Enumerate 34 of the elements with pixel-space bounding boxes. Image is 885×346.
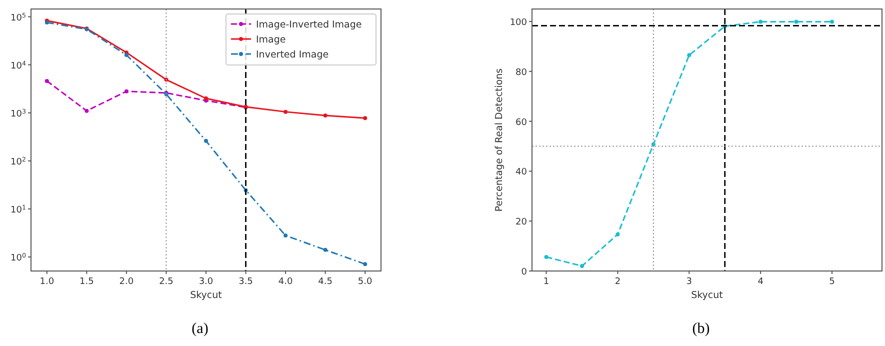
text: (a) (192, 321, 208, 337)
x-tick-label: 4.0 (278, 277, 293, 287)
x-tick-label: 2.0 (119, 277, 134, 287)
y-tick-label: 40 (516, 168, 528, 178)
y-tick-label: 10$^{5}$ (10, 12, 26, 24)
y-tick-label: 10$^{3}$ (10, 108, 26, 120)
y-axis-title: Percentage of Real Detections (494, 68, 505, 212)
x-tick-label: 5.0 (358, 277, 373, 287)
y-tick-label: 20 (516, 218, 528, 228)
y-tick-label: 10$^{1}$ (10, 204, 26, 216)
y-tick-label: 60 (516, 118, 528, 128)
x-tick-label: 1.0 (40, 277, 54, 287)
x-tick-label: 1 (543, 277, 550, 287)
y-tick-label: 80 (516, 68, 528, 78)
x-tick-label: 4.5 (318, 277, 332, 287)
y-tick-label: 10$^{4}$ (10, 60, 26, 72)
y-tick-label: 10$^{0}$ (10, 252, 26, 264)
text: (b) (692, 321, 710, 337)
y-tick-label: 100 (510, 18, 528, 28)
legend-label: Image-Inverted Image (256, 20, 362, 30)
x-tick-label: 3.0 (198, 277, 214, 287)
x-tick-label: 5 (829, 277, 835, 287)
x-axis-title: Skycut (190, 290, 222, 301)
x-tick-label: 3 (686, 277, 692, 287)
x-axis-title: Skycut (691, 290, 724, 301)
x-tick-label: 4 (758, 277, 764, 287)
legend-label: Inverted Image (256, 50, 329, 60)
x-tick-label: 2 (614, 277, 621, 287)
x-tick-label: 2.5 (159, 277, 174, 287)
legend-label: Image (256, 34, 286, 46)
y-tick-label: 0 (521, 268, 528, 278)
x-tick-label: 1.5 (80, 277, 94, 287)
y-tick-label: 10$^{2}$ (10, 156, 26, 168)
x-tick-label: 3.5 (238, 277, 253, 287)
